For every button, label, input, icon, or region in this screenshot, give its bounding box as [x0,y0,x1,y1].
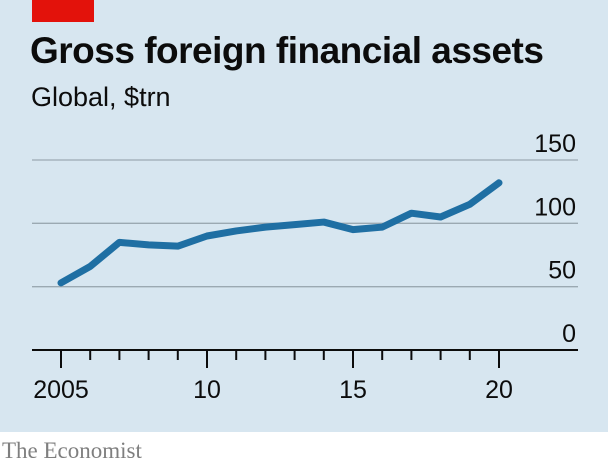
brand-red-tag [32,0,94,22]
y-tick-label-100: 100 [534,193,576,221]
y-tick-label-150: 150 [534,130,576,158]
x-axis [32,349,578,368]
series-line-0 [57,179,503,287]
y-tick-label-50: 50 [548,257,576,285]
chart-card: Gross foreign financial assets Global, $… [0,0,608,432]
y-tick-labels: 0 50 100 150 [534,130,576,348]
x-tick-labels: 2005 10 15 20 [33,376,513,404]
x-tick-label-2015: 15 [339,376,367,404]
x-tick-label-2010: 10 [193,376,221,404]
y-tick-label-0: 0 [562,320,576,348]
x-tick-label-2005: 2005 [33,376,89,404]
series [57,179,503,287]
x-tick-label-2020: 20 [485,376,513,404]
chart-title: Gross foreign financial assets [30,30,544,71]
chart-subtitle: Global, $trn [31,82,171,112]
publisher-credit: The Economist [2,438,142,463]
